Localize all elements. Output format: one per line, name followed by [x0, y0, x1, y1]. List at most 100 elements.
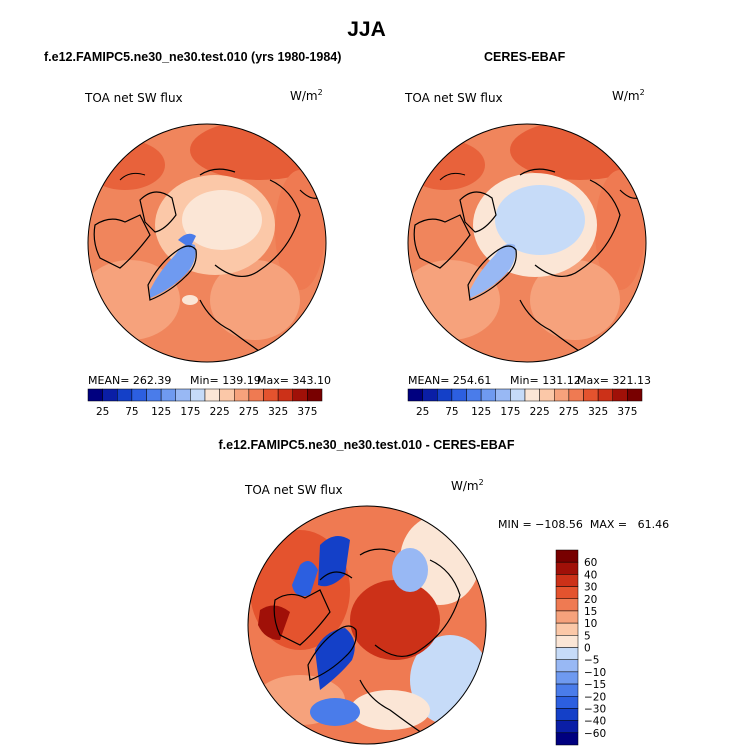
colorbar-tick-label: 30 — [584, 582, 597, 594]
colorbar-tick-label: −30 — [584, 703, 606, 715]
colorbar-tick-label: 375 — [297, 406, 317, 418]
colorbar-swatch — [555, 622, 579, 636]
colorbar-swatch — [422, 388, 438, 402]
colorbar-swatch — [627, 388, 643, 402]
colorbar-tick-label: 375 — [617, 406, 637, 418]
colorbar-tick-label: 325 — [268, 406, 288, 418]
colorbar-tick-label: 275 — [559, 406, 579, 418]
colorbar-swatch — [407, 388, 423, 402]
colorbar-swatch — [554, 388, 570, 402]
colorbar-tick-label: 225 — [210, 406, 230, 418]
colorbar-tick-label: 25 — [416, 406, 429, 418]
colorbar-tick-label: 175 — [180, 406, 200, 418]
colorbar-swatch — [555, 647, 579, 660]
panel-1-colorbar: 25 75 125 175 225 275 325 375 — [87, 388, 323, 418]
colorbar-swatch — [555, 720, 579, 734]
colorbar-swatch — [263, 388, 279, 402]
colorbar-swatch — [555, 683, 579, 697]
colorbar-swatch — [248, 388, 264, 402]
colorbar-swatch — [219, 388, 235, 402]
colorbar-swatch — [539, 388, 555, 402]
panel-1-variable-label: TOA net SW flux — [85, 91, 183, 105]
panel-2-map — [407, 123, 647, 363]
colorbar-swatch — [555, 561, 579, 575]
colorbar-tick-label: 40 — [584, 569, 597, 581]
colorbar-swatch — [510, 388, 526, 402]
colorbar-swatch — [117, 388, 133, 402]
panel-2-max: Max= 321.13 — [577, 374, 651, 387]
colorbar-swatch — [612, 388, 628, 402]
panel-1-units-label: W/m2 — [290, 88, 323, 103]
colorbar-tick-label: −10 — [584, 667, 606, 679]
colorbar-tick-label: 325 — [588, 406, 608, 418]
colorbar-tick-label: 125 — [471, 406, 491, 418]
colorbar-swatch — [555, 696, 579, 709]
panel-3-map — [247, 505, 487, 745]
colorbar-tick-label: −5 — [584, 655, 599, 667]
panel-2-min: Min= 131.12 — [510, 374, 581, 387]
colorbar-swatch — [131, 388, 147, 402]
panel-1-title: f.e12.FAMIPC5.ne30_ne30.test.010 (yrs 19… — [44, 50, 342, 64]
colorbar-tick-label: 25 — [96, 406, 109, 418]
colorbar-tick-label: 175 — [500, 406, 520, 418]
colorbar-swatch — [555, 610, 579, 624]
colorbar-swatch — [466, 388, 482, 402]
panel-3-units-label: W/m2 — [451, 478, 484, 493]
colorbar-tick-label: 225 — [530, 406, 550, 418]
colorbar-tick-label: 275 — [239, 406, 259, 418]
colorbar-tick-label: 20 — [584, 594, 597, 606]
panel-2-title: CERES-EBAF — [484, 50, 566, 64]
colorbar-swatch — [555, 671, 579, 685]
colorbar-swatch — [568, 388, 584, 402]
colorbar-swatch — [555, 598, 579, 612]
panel-2-colorbar: 25 75 125 175 225 275 325 375 — [407, 388, 643, 418]
colorbar-swatch — [451, 388, 467, 402]
colorbar-tick-label: 75 — [125, 406, 138, 418]
colorbar-swatch — [597, 388, 613, 402]
colorbar-swatch — [495, 388, 511, 402]
colorbar-swatch — [437, 388, 453, 402]
colorbar-swatch — [87, 388, 103, 402]
colorbar-tick-label: −40 — [584, 716, 606, 728]
colorbar-tick-label: 10 — [584, 618, 597, 630]
colorbar-swatch — [234, 388, 250, 402]
colorbar-swatch — [583, 388, 599, 402]
colorbar-tick-label: 5 — [584, 630, 591, 642]
colorbar-swatch — [292, 388, 308, 402]
colorbar-tick-label: 75 — [445, 406, 458, 418]
colorbar-swatch — [555, 708, 579, 721]
colorbar-swatch — [102, 388, 118, 402]
panel-2-variable-label: TOA net SW flux — [405, 91, 503, 105]
colorbar-tick-label: 15 — [584, 606, 597, 618]
colorbar-tick-label: 60 — [584, 557, 597, 569]
colorbar-swatch — [555, 549, 579, 563]
colorbar-swatch — [555, 574, 579, 587]
panel-3-minmax: MIN = −108.56 MAX = 61.46 — [498, 518, 670, 531]
panel-1-min: Min= 139.19 — [190, 374, 261, 387]
colorbar-tick-label: 125 — [151, 406, 171, 418]
colorbar-swatch — [480, 388, 496, 402]
colorbar-swatch — [175, 388, 191, 402]
colorbar-swatch — [160, 388, 176, 402]
panel-1-map — [87, 123, 327, 363]
colorbar-swatch — [555, 635, 579, 648]
colorbar-swatch — [555, 586, 579, 599]
colorbar-swatch — [277, 388, 293, 402]
colorbar-tick-label: −60 — [584, 728, 606, 740]
colorbar-swatch — [524, 388, 540, 402]
panel-3-title: f.e12.FAMIPC5.ne30_ne30.test.010 - CERES… — [218, 438, 515, 452]
colorbar-swatch — [555, 732, 579, 746]
colorbar-tick-label: −20 — [584, 691, 606, 703]
colorbar-swatch — [204, 388, 220, 402]
panel-1-mean: MEAN= 262.39 — [88, 374, 172, 387]
colorbar-swatch — [190, 388, 206, 402]
figure-title: JJA — [347, 18, 386, 41]
colorbar-swatch — [146, 388, 162, 402]
colorbar-tick-label: −15 — [584, 679, 606, 691]
colorbar-swatch — [555, 659, 579, 673]
panel-2-units-label: W/m2 — [612, 88, 645, 103]
colorbar-tick-label: 0 — [584, 643, 591, 655]
panel-3-variable-label: TOA net SW flux — [245, 483, 343, 497]
